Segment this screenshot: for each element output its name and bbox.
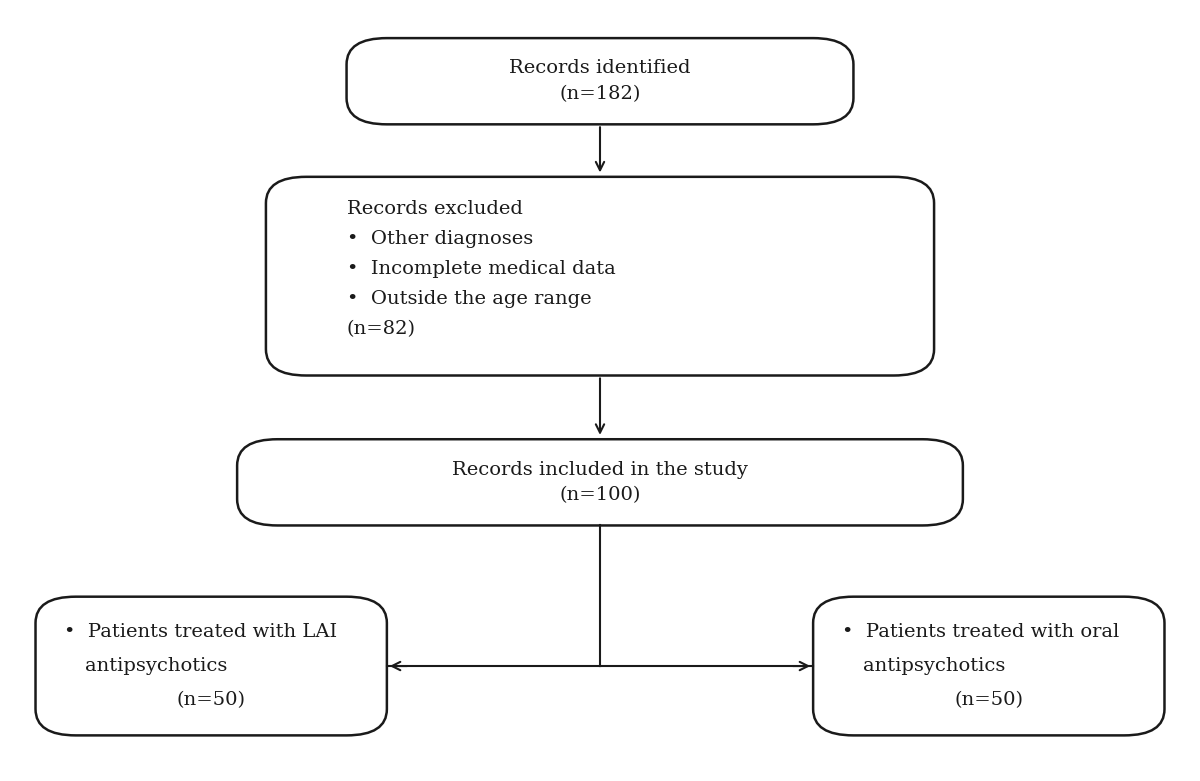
Text: •  Patients treated with LAI: • Patients treated with LAI bbox=[65, 623, 337, 641]
Text: antipsychotics: antipsychotics bbox=[863, 657, 1006, 675]
FancyBboxPatch shape bbox=[814, 597, 1164, 736]
Text: (n=50): (n=50) bbox=[954, 690, 1024, 709]
FancyBboxPatch shape bbox=[266, 177, 934, 376]
FancyBboxPatch shape bbox=[347, 38, 853, 124]
FancyBboxPatch shape bbox=[238, 439, 962, 526]
Text: (n=100): (n=100) bbox=[559, 486, 641, 504]
Text: Records excluded: Records excluded bbox=[347, 200, 522, 218]
Text: Records identified: Records identified bbox=[509, 59, 691, 77]
Text: (n=82): (n=82) bbox=[347, 319, 415, 337]
Text: Records included in the study: Records included in the study bbox=[452, 461, 748, 479]
Text: •  Other diagnoses: • Other diagnoses bbox=[347, 230, 533, 248]
Text: (n=50): (n=50) bbox=[176, 690, 246, 709]
Text: •  Incomplete medical data: • Incomplete medical data bbox=[347, 259, 616, 278]
FancyBboxPatch shape bbox=[36, 597, 386, 736]
Text: (n=182): (n=182) bbox=[559, 85, 641, 103]
Text: antipsychotics: antipsychotics bbox=[85, 657, 228, 675]
Text: •  Patients treated with oral: • Patients treated with oral bbox=[842, 623, 1120, 641]
Text: •  Outside the age range: • Outside the age range bbox=[347, 290, 592, 308]
